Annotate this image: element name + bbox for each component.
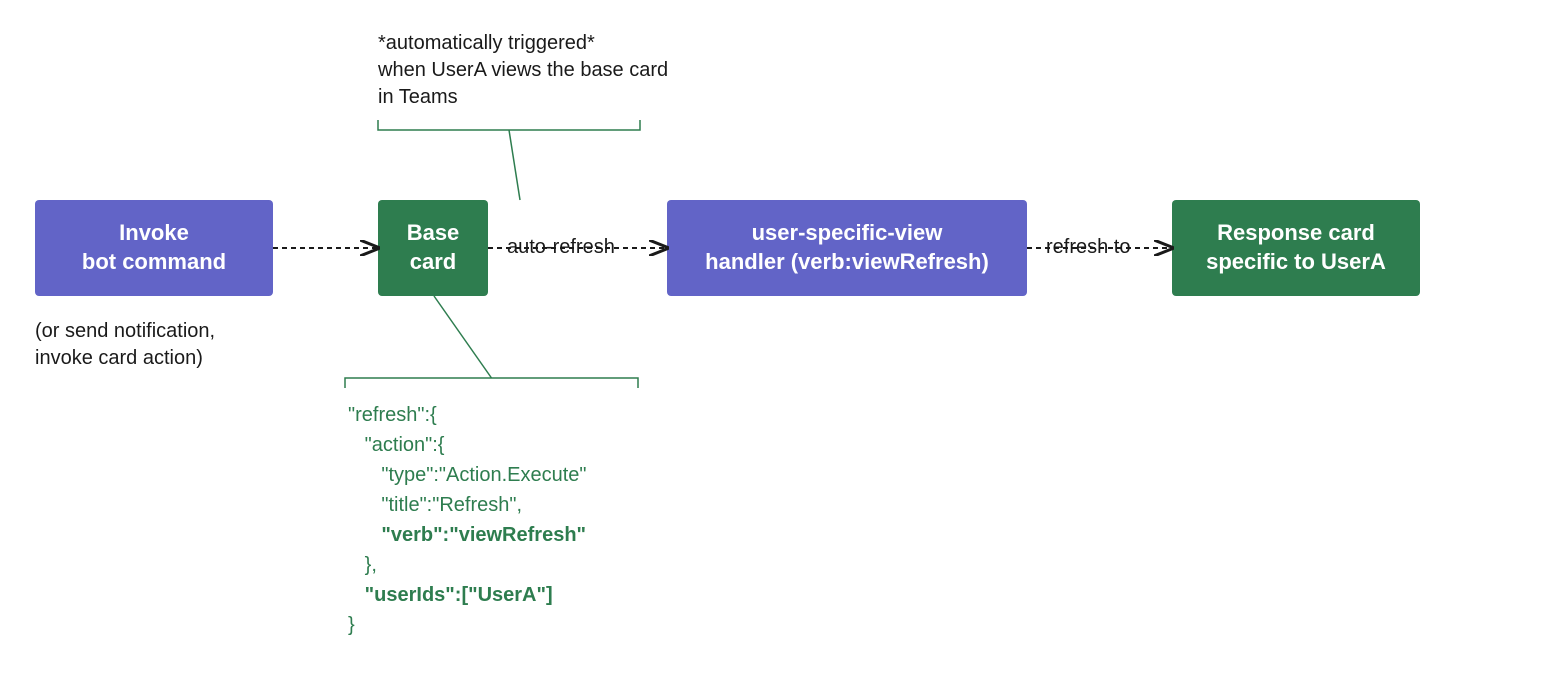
edge-label-refresh-to: refresh to xyxy=(1044,236,1132,259)
annotation-line: invoke card action) xyxy=(35,345,215,372)
code-line: }, xyxy=(348,550,587,580)
annotation-line: when UserA views the base card xyxy=(378,57,668,84)
code-line: "refresh":{ xyxy=(348,400,587,430)
node-text: Base xyxy=(407,219,460,248)
node-response-card: Response card specific to UserA xyxy=(1172,200,1420,296)
annotation-line: (or send notification, xyxy=(35,318,215,345)
annotation-sub-note: (or send notification, invoke card actio… xyxy=(35,318,215,372)
node-user-specific-view-handler: user-specific-view handler (verb:viewRef… xyxy=(667,200,1027,296)
node-text: handler (verb:viewRefresh) xyxy=(705,248,989,277)
node-text: bot command xyxy=(82,248,226,277)
annotation-auto-trigger: *automatically triggered* when UserA vie… xyxy=(378,30,668,111)
code-line: "title":"Refresh", xyxy=(348,490,587,520)
annotation-line: *automatically triggered* xyxy=(378,30,668,57)
code-refresh-json: "refresh":{ "action":{ "type":"Action.Ex… xyxy=(348,400,587,640)
annotation-line: in Teams xyxy=(378,84,668,111)
node-text: Response card xyxy=(1206,219,1386,248)
node-base-card: Base card xyxy=(378,200,488,296)
node-text: Invoke xyxy=(82,219,226,248)
code-line: "type":"Action.Execute" xyxy=(348,460,587,490)
edge-label-auto-refresh: auto-refresh xyxy=(505,236,617,259)
diagram-connectors xyxy=(0,0,1558,687)
code-line: } xyxy=(348,610,587,640)
code-line: "userIds":["UserA"] xyxy=(348,580,587,610)
node-invoke-bot-command: Invoke bot command xyxy=(35,200,273,296)
node-text: card xyxy=(407,248,460,277)
code-line: "verb":"viewRefresh" xyxy=(348,520,587,550)
node-text: user-specific-view xyxy=(705,219,989,248)
node-text: specific to UserA xyxy=(1206,248,1386,277)
code-line: "action":{ xyxy=(348,430,587,460)
